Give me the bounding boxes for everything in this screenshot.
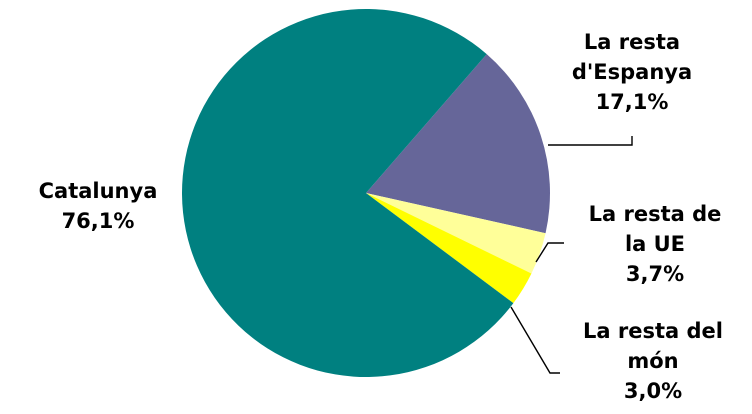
data-label-value: 17,1% (595, 90, 669, 114)
data-label-resta-mon: La resta del món 3,0% (558, 316, 748, 406)
leader-lines (510, 136, 633, 374)
pie-slice-catalunya (181, 8, 514, 377)
data-label-value: 3,0% (623, 379, 683, 403)
data-label-value: 3,7% (625, 262, 685, 286)
data-label-category: La resta d'Espanya (571, 30, 693, 84)
leader-line-resta-ue (535, 242, 564, 263)
data-label-catalunya: Catalunya 76,1% (18, 176, 178, 236)
leader-line-resta-mon (510, 306, 560, 374)
data-label-resta-ue: La resta de la UE 3,7% (562, 199, 748, 289)
pie-slices (181, 8, 550, 377)
pie-slice-resta-ue (366, 193, 546, 274)
data-label-value: 76,1% (61, 209, 135, 233)
data-label-resta-espanya: La resta d'Espanya 17,1% (544, 27, 720, 117)
data-label-category: La resta del món (583, 319, 723, 373)
leader-line-resta-espanya (548, 136, 633, 146)
pie-slice-resta-mon (366, 193, 532, 304)
data-label-category: Catalunya (38, 179, 158, 203)
pie-slice-resta-espanya (366, 54, 550, 234)
data-label-category: La resta de la UE (588, 202, 722, 256)
